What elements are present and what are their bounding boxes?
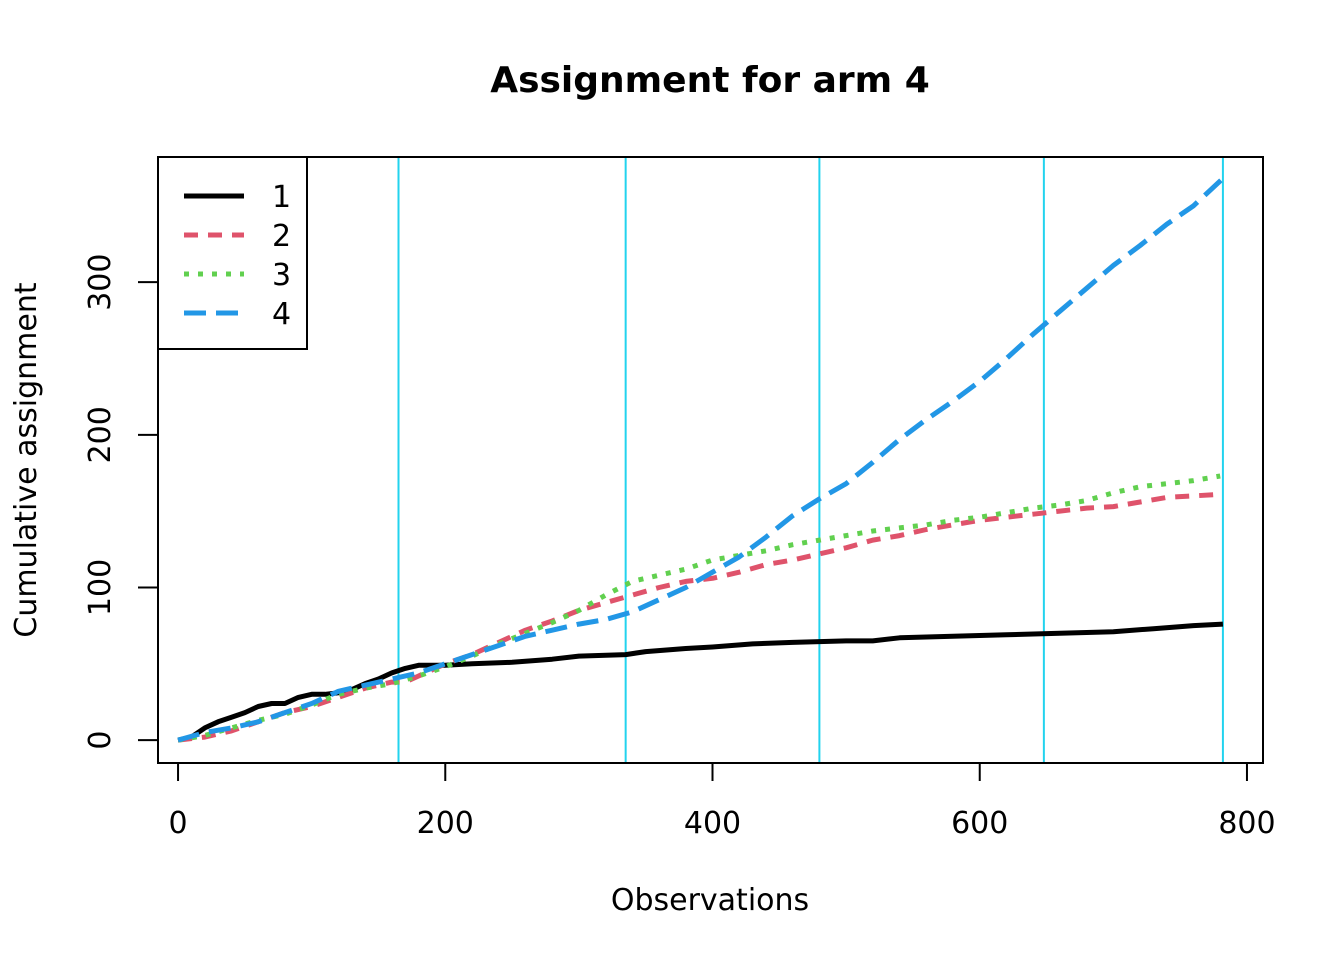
x-axis-label: Observations (611, 883, 809, 918)
x-tick-label: 400 (684, 806, 741, 841)
y-tick-label: 100 (83, 559, 118, 616)
series-2-line (177, 491, 1221, 743)
x-tick-label: 800 (1218, 806, 1275, 841)
series-1-line (177, 621, 1224, 743)
x-tick-label: 0 (168, 806, 187, 841)
legend-label-1: 1 (272, 180, 291, 215)
legend-label-2: 2 (272, 219, 291, 254)
x-tick-label: 200 (417, 806, 474, 841)
legend-box (157, 156, 308, 350)
y-tick-label: 0 (83, 731, 118, 750)
y-axis: 0 100 200 300 (83, 254, 159, 750)
series-layer (177, 176, 1225, 743)
y-tick-label: 200 (83, 406, 118, 463)
x-axis: 0 200 400 600 800 (168, 762, 1276, 841)
y-axis-label: Cumulative assignment (9, 282, 44, 637)
y-tick-label: 300 (83, 254, 118, 311)
legend-label-4: 4 (272, 297, 291, 332)
legend: 1 2 3 4 (157, 156, 308, 350)
legend-label-3: 3 (272, 258, 291, 293)
x-tick-label: 600 (951, 806, 1008, 841)
chart-title: Assignment for arm 4 (490, 60, 930, 101)
reference-lines (397, 157, 1224, 763)
series-4-line (177, 176, 1225, 743)
